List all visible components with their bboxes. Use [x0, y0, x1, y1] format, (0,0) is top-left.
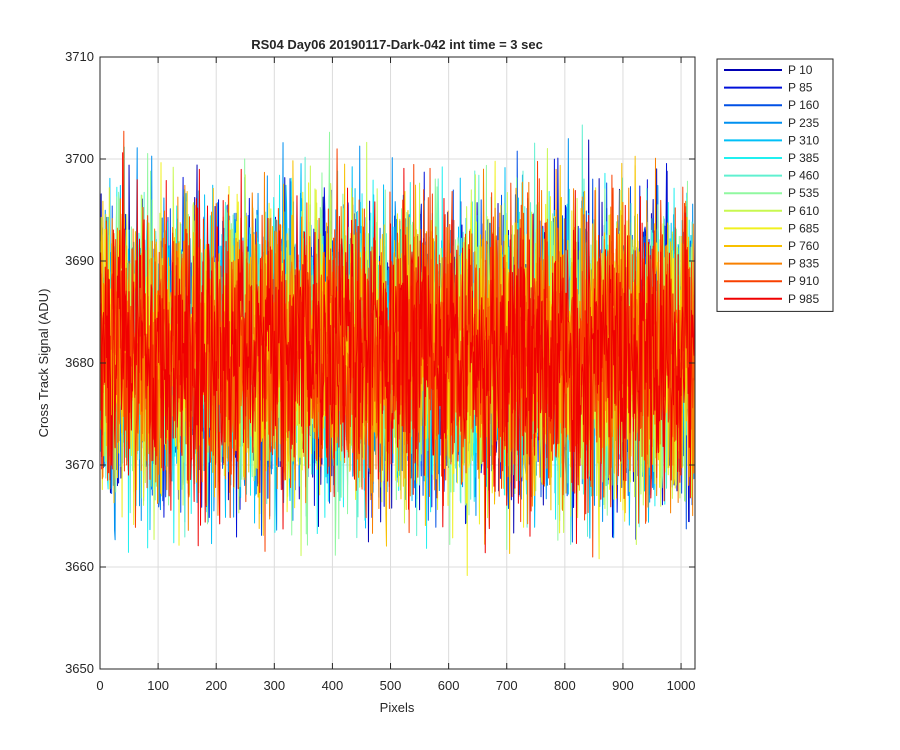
x-tick-label: 500 [380, 678, 402, 693]
legend-label: P 535 [788, 186, 819, 200]
legend-box [716, 58, 834, 312]
x-tick-label: 600 [438, 678, 460, 693]
legend-label: P 235 [788, 116, 819, 130]
x-tick-label: 200 [205, 678, 227, 693]
legend-label: P 835 [788, 257, 819, 271]
x-tick-label: 900 [612, 678, 634, 693]
legend-label: P 910 [788, 274, 819, 288]
y-axis-label: Cross Track Signal (ADU) [36, 289, 51, 438]
y-tick-label: 3650 [65, 661, 94, 676]
legend-label: P 685 [788, 221, 819, 235]
y-tick-label: 3670 [65, 457, 94, 472]
y-tick-label: 3660 [65, 559, 94, 574]
x-tick-label: 400 [322, 678, 344, 693]
series-lines [100, 124, 695, 576]
x-tick-label: 1000 [667, 678, 696, 693]
x-axis-ticks: 0 100 200 300 400 500 600 700 800 900 1000 [96, 57, 696, 693]
legend-label: P 385 [788, 151, 819, 165]
x-tick-label: 0 [96, 678, 103, 693]
y-tick-label: 3680 [65, 355, 94, 370]
legend-label: P 160 [788, 98, 819, 112]
legend-label: P 310 [788, 133, 819, 147]
y-tick-label: 3710 [65, 49, 94, 64]
legend-label: P 760 [788, 239, 819, 253]
legend-label: P 610 [788, 204, 819, 218]
y-axis-ticks: 3650 3660 3670 3680 3690 3700 3710 [65, 49, 695, 676]
x-tick-label: 300 [263, 678, 285, 693]
legend-label: P 985 [788, 292, 819, 306]
legend-label: P 85 [788, 81, 813, 95]
legend-label: P 10 [788, 63, 813, 77]
x-axis-label: Pixels [380, 700, 415, 715]
x-tick-label: 800 [554, 678, 576, 693]
x-tick-label: 100 [147, 678, 169, 693]
legend[interactable]: P 10 P 85 P 160 P 235 P 310 P 385 P 460 P 535 P … [716, 58, 834, 312]
legend-label: P 460 [788, 169, 819, 183]
chart-title: RS04 Day06 20190117-Dark-042 int time = … [251, 37, 543, 52]
x-tick-label: 700 [496, 678, 518, 693]
y-tick-label: 3700 [65, 151, 94, 166]
series-line-p-985 [100, 152, 695, 554]
y-tick-label: 3690 [65, 253, 94, 268]
